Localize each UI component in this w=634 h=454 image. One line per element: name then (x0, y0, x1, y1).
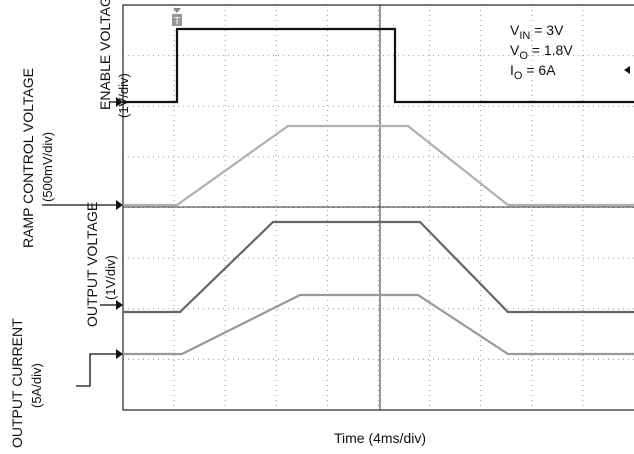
channel-name: OUTPUT CURRENT (9, 318, 25, 448)
ramp-trace (123, 124, 634, 207)
channel-name: RAMP CONTROL VOLTAGE (20, 68, 36, 248)
symbol: V (510, 22, 520, 38)
condition: IO = 6A (510, 62, 556, 82)
channel-name: OUTPUT VOLTAGE (84, 202, 100, 327)
condition-value: = 6A (522, 62, 556, 78)
marker (116, 349, 123, 359)
channel-scale: (5A/div) (29, 363, 44, 408)
channel-scale: (1V/div) (103, 255, 118, 300)
trigger-arrow (173, 8, 181, 13)
channel-name: ENABLE VOLTAGE (97, 0, 113, 110)
condition-value: = 3V (530, 22, 564, 38)
trigger-box (172, 14, 182, 26)
subscript: O (514, 70, 523, 82)
trigger-label: T (174, 16, 180, 27)
x-axis-label: Time (4ms/div) (334, 430, 426, 446)
vout-trace (123, 220, 634, 314)
leader (76, 353, 116, 387)
channel-markers (116, 66, 630, 359)
subscript: IN (519, 30, 530, 42)
symbol: I (510, 62, 514, 78)
iout-trace (123, 293, 634, 356)
condition-value: = 1.8V (528, 42, 573, 58)
marker (116, 200, 123, 210)
marker (624, 66, 630, 74)
leader-lines (42, 101, 116, 387)
subscript: O (519, 50, 528, 62)
enable-trace (123, 27, 634, 104)
symbol: V (510, 42, 520, 58)
channel-scale: (500mV/div) (40, 132, 55, 202)
channel-scale: (1V/div) (116, 73, 131, 118)
marker (116, 300, 123, 310)
marker (116, 97, 123, 107)
condition: VIN = 3V (510, 22, 564, 42)
condition: VO = 1.8V (510, 42, 573, 62)
